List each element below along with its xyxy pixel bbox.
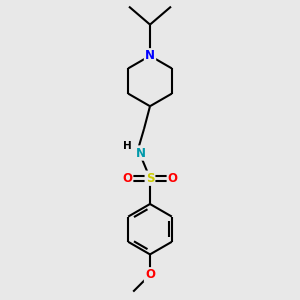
Text: N: N bbox=[145, 49, 155, 62]
Text: S: S bbox=[146, 172, 154, 185]
Text: O: O bbox=[145, 268, 155, 281]
Text: H: H bbox=[123, 141, 132, 152]
Text: O: O bbox=[168, 172, 178, 185]
Text: O: O bbox=[122, 172, 132, 185]
Text: N: N bbox=[135, 146, 146, 160]
